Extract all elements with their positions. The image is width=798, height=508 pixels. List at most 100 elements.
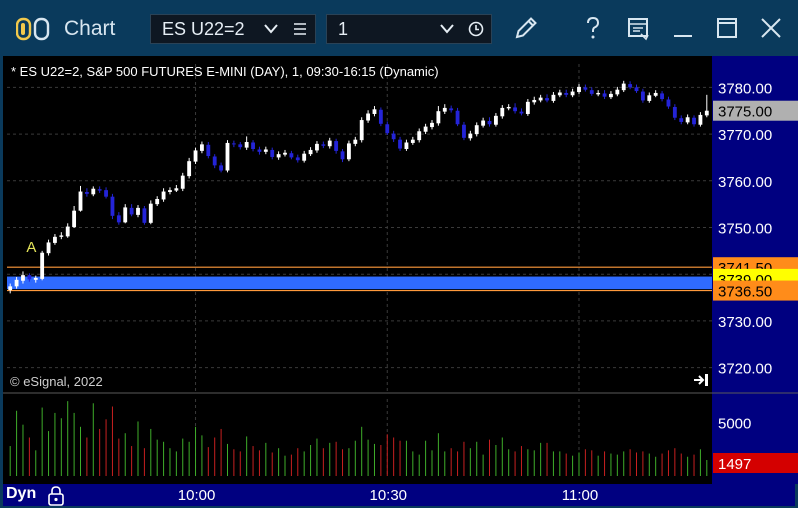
candle-body: [40, 252, 45, 279]
candle-body: [59, 235, 64, 237]
candle-body: [136, 207, 140, 215]
maximize-icon[interactable]: [711, 12, 743, 44]
candle-body: [436, 111, 441, 124]
dynamic-mode-label[interactable]: Dyn: [6, 485, 37, 502]
volume-tick-label: 5000: [718, 416, 751, 433]
candle-body: [474, 125, 479, 135]
candle-body: [557, 92, 562, 96]
candle-body: [84, 191, 89, 194]
candle-body: [698, 114, 703, 125]
candle-body: [621, 83, 626, 91]
window-title: Chart: [64, 17, 116, 40]
jump-to-end-bar: [705, 374, 708, 386]
candle-body: [180, 175, 185, 189]
candle-body: [672, 106, 677, 118]
candle-body: [346, 143, 351, 160]
candle-body: [628, 84, 633, 88]
candle-body: [231, 143, 236, 145]
candle-body: [116, 215, 121, 223]
candle-body: [545, 98, 549, 101]
price-tick-label: 3780.00: [718, 80, 772, 97]
candle-body: [481, 120, 486, 126]
jump-to-end-arrow: [698, 375, 705, 385]
price-label: 3736.50: [718, 284, 772, 301]
candle-body: [609, 93, 613, 98]
question-icon[interactable]: [577, 12, 609, 44]
candle-body: [65, 226, 70, 237]
candle-body: [46, 242, 51, 254]
candle-body: [142, 208, 147, 223]
chart-app-icon: [16, 17, 50, 41]
candle-body: [148, 203, 153, 223]
candle-body: [110, 196, 115, 216]
candle-body: [366, 113, 371, 121]
candle-body: [276, 154, 281, 158]
clock-icon[interactable]: [468, 21, 484, 37]
candle-body: [72, 210, 77, 228]
candle-body: [302, 153, 307, 161]
time-tick-label: 10:30: [369, 487, 408, 504]
price-tick-label: 3770.00: [718, 127, 772, 144]
candle-body: [391, 133, 396, 140]
candle-body: [513, 107, 517, 112]
candle-body: [308, 149, 313, 155]
price-label: 3775.00: [718, 104, 772, 121]
candle-body: [91, 188, 96, 195]
candle-body: [295, 157, 300, 161]
price-chart[interactable]: 3780.003770.003760.003750.003740.003730.…: [3, 56, 798, 484]
candle-body: [423, 126, 428, 132]
candle-body: [257, 149, 262, 152]
candle-body: [21, 275, 25, 281]
candle-body: [244, 142, 249, 148]
lock-icon[interactable]: [46, 485, 66, 507]
minimize-icon[interactable]: [667, 12, 699, 44]
candle-body: [462, 124, 466, 138]
close-icon[interactable]: [755, 12, 787, 44]
candle-body: [359, 120, 364, 141]
candle-body: [270, 149, 275, 157]
candle-body: [679, 118, 684, 122]
price-band: [7, 276, 712, 290]
chart-area[interactable]: 3780.003770.003760.003750.003740.003730.…: [0, 56, 798, 484]
candle-body: [653, 92, 658, 96]
candle-body: [33, 277, 38, 280]
pencil-icon[interactable]: [510, 12, 542, 44]
price-tick-label: 3720.00: [718, 361, 772, 378]
candle-body: [53, 236, 57, 243]
chevron-down-icon[interactable]: [439, 23, 455, 35]
price-tick-label: 3750.00: [718, 221, 772, 238]
candle-body: [583, 87, 588, 90]
candle-body: [615, 89, 620, 95]
candle-body: [200, 144, 204, 151]
candle-body: [212, 156, 217, 166]
interval-select[interactable]: 1: [326, 14, 492, 44]
candle-body: [468, 133, 473, 139]
time-tick-label: 10:00: [177, 487, 216, 504]
candle-body: [493, 115, 498, 125]
candle-body: [640, 91, 645, 101]
volume-last-box: [713, 453, 798, 473]
candle-body: [129, 207, 134, 215]
price-label-box: [713, 100, 798, 121]
chart-caption: * ES U22=2, S&P 500 FUTURES E-MINI (DAY)…: [11, 64, 439, 79]
window-layout-icon[interactable]: [622, 12, 654, 44]
list-icon[interactable]: [293, 23, 307, 35]
candle-body: [404, 142, 409, 150]
candle-body: [487, 120, 492, 125]
annotation-marker: A: [26, 239, 36, 256]
chevron-down-icon[interactable]: [263, 23, 279, 35]
candle-body: [442, 107, 447, 112]
candle-body: [455, 110, 460, 125]
jump-to-end-icon[interactable]: [694, 374, 708, 386]
candle-body: [538, 97, 543, 101]
symbol-select[interactable]: ES U22=2: [150, 14, 316, 44]
candle-body: [283, 152, 287, 155]
candle-body: [532, 99, 537, 103]
status-bar: Dyn 10:00 10:30 11:00: [0, 484, 798, 508]
candle-body: [570, 91, 575, 96]
price-label-box: [713, 280, 798, 301]
candle-body: [417, 131, 422, 141]
candle-body: [193, 150, 198, 162]
candle-body: [97, 189, 102, 191]
candle-body: [589, 90, 594, 94]
